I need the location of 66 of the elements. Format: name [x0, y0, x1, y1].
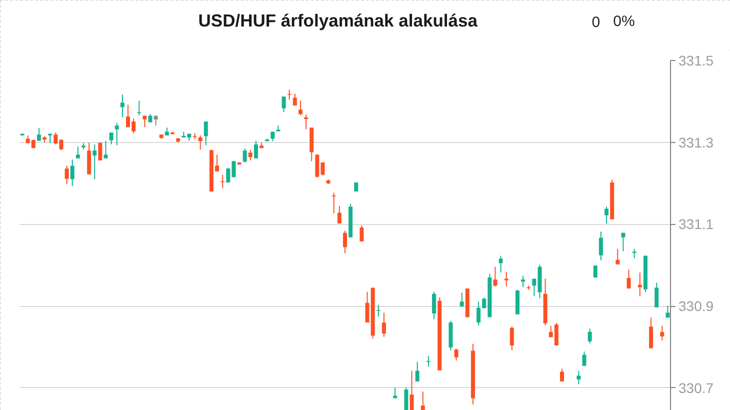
candlestick	[632, 248, 636, 259]
candlestick	[410, 370, 414, 410]
candlestick	[98, 142, 102, 161]
text: 0	[592, 14, 600, 31]
candlestick	[337, 205, 342, 224]
chart-title: USD/HUF árfolyamának alakulása	[198, 10, 478, 30]
candlestick	[298, 100, 302, 116]
candlestick	[515, 289, 520, 315]
candlestick	[376, 304, 380, 318]
candlestick	[638, 272, 642, 297]
candlestick	[248, 149, 252, 161]
candlestick	[36, 128, 41, 142]
candlestick	[287, 89, 292, 100]
candlestick	[504, 271, 508, 287]
candlestick	[560, 368, 564, 382]
candlestick	[588, 328, 592, 344]
candlestick	[415, 361, 420, 382]
candlestick	[204, 120, 208, 146]
candlestick	[360, 224, 364, 242]
candlestick	[576, 370, 581, 385]
candlestick	[114, 122, 119, 146]
candlestick	[104, 140, 108, 159]
candlestick	[616, 248, 620, 265]
y-tick-label: 331.3	[678, 134, 714, 150]
candlestick	[432, 291, 436, 320]
candlestick	[598, 231, 603, 261]
candlestick	[493, 266, 498, 287]
candlestick	[426, 356, 430, 368]
candlestick	[254, 140, 258, 159]
candlestick	[476, 301, 481, 326]
candlestick	[460, 292, 464, 308]
candlestick	[404, 387, 408, 410]
candlestick	[454, 348, 458, 362]
candlestick	[120, 94, 124, 118]
candlestick	[498, 255, 503, 274]
candlestick	[109, 132, 114, 145]
candlestick	[70, 159, 74, 187]
candlestick	[342, 230, 348, 254]
candlestick	[270, 131, 275, 142]
candlestick	[64, 165, 69, 185]
candlestick	[510, 326, 514, 351]
candlestick	[76, 146, 80, 159]
y-tick-label: 331.1	[678, 216, 714, 232]
candlestick	[332, 192, 336, 214]
candlestick	[660, 325, 664, 341]
candlestick	[87, 142, 92, 175]
y-tick-label: 330.7	[678, 380, 714, 396]
candlestick	[242, 148, 247, 163]
candlestick	[304, 114, 308, 130]
y-tick-label: 330.9	[678, 298, 714, 314]
candlestick	[92, 144, 97, 180]
candlestick	[626, 269, 631, 290]
y-tick-label: 331.5	[678, 52, 714, 68]
candlestick	[604, 206, 609, 224]
candlestick	[521, 275, 526, 288]
candlestick	[593, 265, 598, 278]
candlestick	[382, 312, 386, 338]
candlestick	[420, 391, 425, 410]
candlestick	[282, 96, 286, 113]
candlestick	[582, 351, 586, 366]
text: 0%	[613, 13, 635, 30]
candlestick	[649, 317, 654, 349]
candlestick	[654, 282, 659, 308]
candlestick	[137, 100, 142, 116]
candlestick	[198, 134, 202, 150]
candlestick	[621, 232, 626, 252]
